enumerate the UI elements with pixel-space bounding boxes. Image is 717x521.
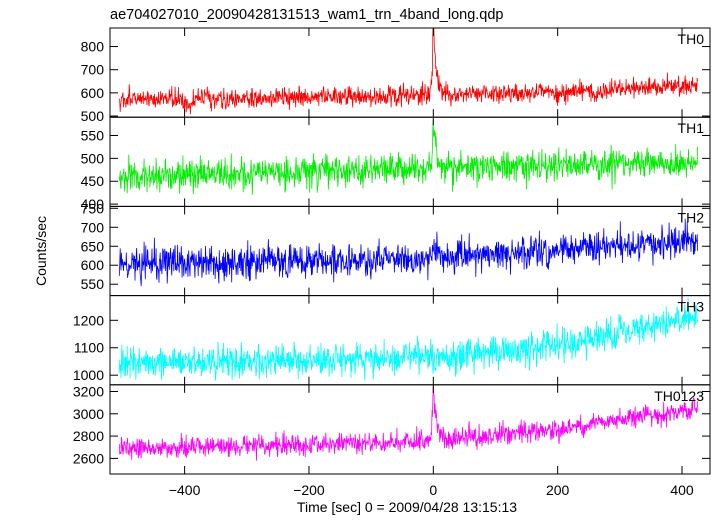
y-tick-label: 500: [81, 150, 105, 166]
panel-frame: [109, 27, 711, 118]
panel-frame: [109, 205, 711, 297]
x-tick-label: −200: [293, 482, 325, 498]
y-tick-label: 3000: [73, 406, 104, 422]
series-line-th3: [118, 297, 698, 381]
panel-frame: [109, 295, 711, 386]
panel-th2: 550 600 650 700 750 TH2: [81, 200, 711, 297]
panel-th0123: 2600 2800 3000 3200 TH0123: [73, 383, 711, 475]
y-tick-label: 450: [81, 173, 105, 189]
y-tick-label: 1100: [74, 340, 104, 356]
panel-frame: [109, 384, 711, 475]
series-line-th2: [118, 218, 698, 287]
y-tick-label: 650: [81, 238, 105, 254]
y-tick-label: 600: [81, 257, 105, 273]
panels-group: 500 600 700 800 TH0 400 450 500 550 TH1 550 600 650 7…: [73, 27, 711, 498]
x-tick-label: 200: [546, 482, 570, 498]
x-tick-label: 400: [670, 482, 694, 498]
y-tick-label: 1000: [73, 367, 104, 383]
x-axis-label: Time [sec] 0 = 2009/04/28 13:15:13: [297, 499, 517, 515]
panel-label-th2: TH2: [678, 209, 705, 225]
y-tick-label: 550: [81, 127, 105, 143]
panel-label-th0123: TH0123: [654, 388, 704, 404]
panel-th1: 400 450 500 550 TH1: [81, 116, 711, 212]
panel-th0: 500 600 700 800 TH0: [81, 27, 711, 124]
y-tick-label: 400: [81, 196, 105, 212]
series-line-th0123: [118, 386, 698, 461]
y-tick-label: 500: [81, 108, 105, 124]
series-line-th1: [118, 119, 698, 195]
y-tick-label: 3200: [73, 383, 104, 399]
chart-title: ae704027010_20090428131513_wam1_trn_4ban…: [110, 7, 503, 23]
y-tick-label: 700: [81, 62, 105, 78]
x-tick-labels: −400 −200 0 200 400: [169, 482, 694, 498]
panel-label-th0: TH0: [678, 31, 705, 47]
y-tick-label: 800: [81, 39, 105, 55]
panel-label-th3: TH3: [678, 299, 705, 315]
y-tick-label: 1200: [73, 312, 104, 328]
series-line-th0: [118, 28, 698, 115]
y-tick-label: 750: [81, 200, 105, 216]
x-tick-label: 0: [429, 482, 437, 498]
y-tick-label: 700: [81, 219, 105, 235]
y-tick-label: 2600: [73, 450, 104, 466]
y-tick-label: 550: [81, 276, 105, 292]
y-axis-label: Counts/sec: [33, 216, 49, 286]
x-tick-label: −400: [169, 482, 201, 498]
y-tick-label: 2800: [73, 428, 104, 444]
y-tick-label: 600: [81, 85, 105, 101]
panel-label-th1: TH1: [678, 120, 705, 136]
panel-th3: 1000 1100 1200 TH3: [73, 295, 711, 386]
